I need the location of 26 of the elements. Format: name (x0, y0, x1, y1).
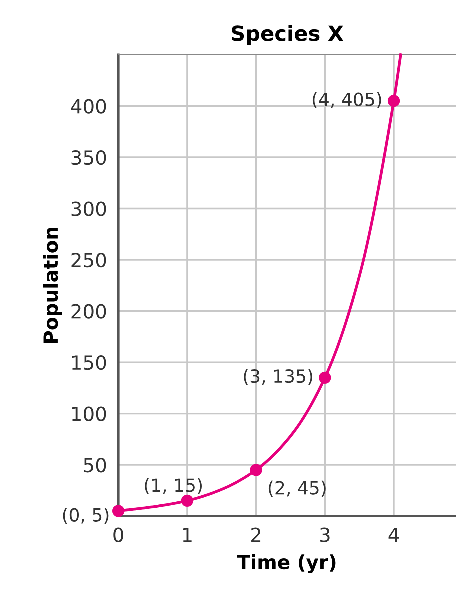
point (319, 372, 332, 384)
y-tick-label: 400 (71, 99, 106, 114)
x-axis-title: Time (yr) (237, 554, 336, 574)
y-tick-label: 50 (84, 458, 106, 473)
annotation: (2, 45) (268, 480, 326, 497)
y-tick-label: 200 (72, 304, 106, 319)
y-axis-title: Population (43, 228, 62, 344)
y-tick-label: 300 (72, 202, 106, 216)
point (112, 505, 125, 518)
annotation: (1, 15) (145, 478, 202, 494)
y-tick-label: 250 (72, 252, 106, 268)
point (250, 464, 262, 476)
point (388, 95, 400, 108)
annotation: (4, 405) (312, 92, 382, 108)
annotation: (3, 135) (244, 369, 312, 386)
x-tick-label: 4 (388, 528, 400, 542)
point (181, 494, 194, 507)
x-tick-label: 1 (183, 528, 192, 542)
annotation: (0, 5) (63, 508, 109, 524)
y-tick-label: 100 (72, 406, 106, 422)
y-tick-label: 350 (72, 150, 106, 166)
chart-title: Species X (232, 25, 344, 46)
x-tick-label: 3 (320, 528, 330, 542)
x-tick-label: 2 (252, 528, 261, 542)
x-tick-label: 0 (114, 528, 124, 542)
y-tick-label: 150 (72, 355, 106, 370)
